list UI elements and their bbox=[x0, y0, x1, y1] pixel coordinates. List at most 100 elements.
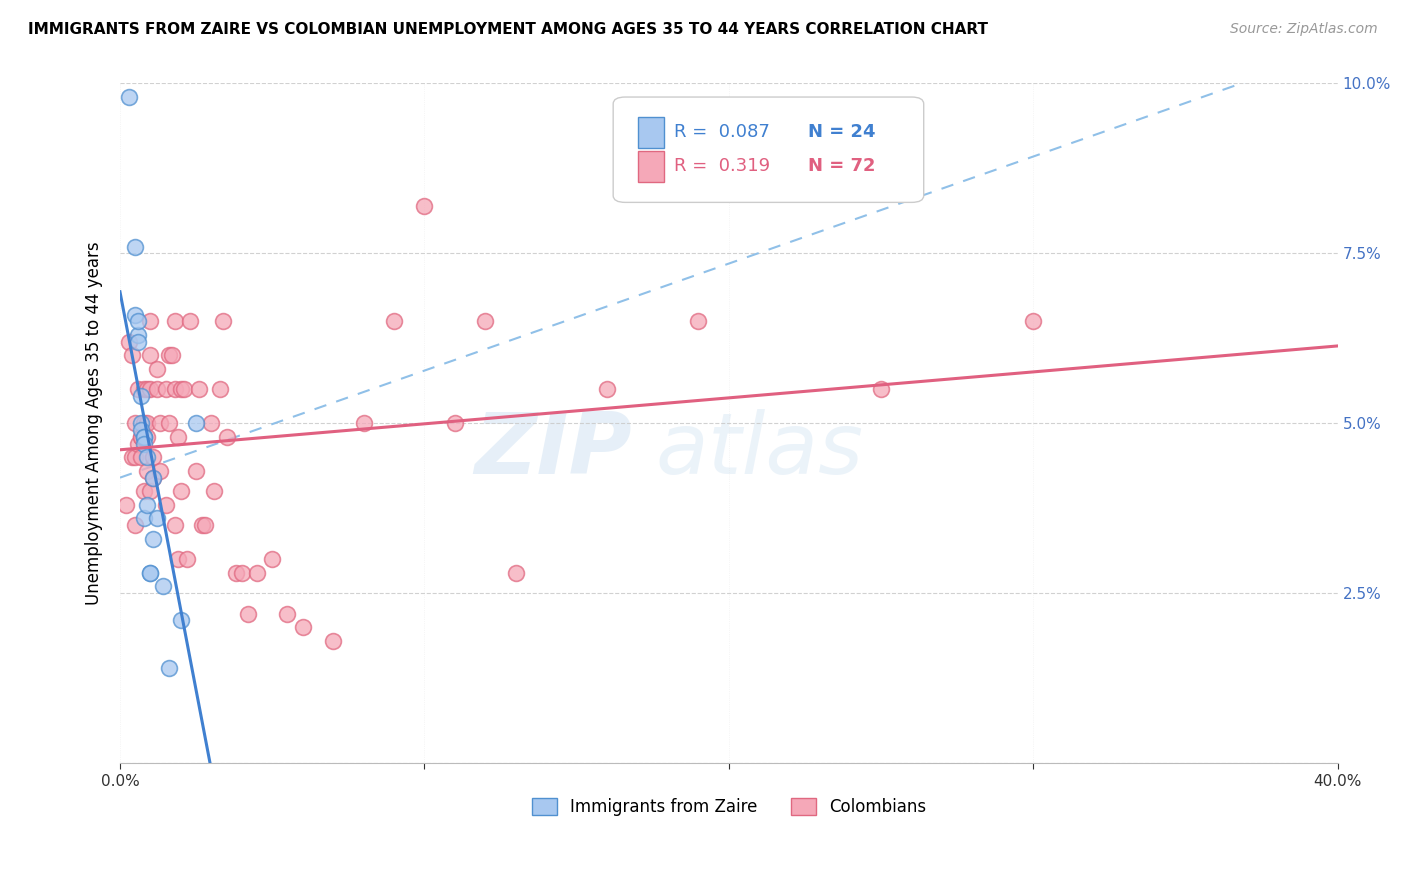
Point bbox=[136, 498, 159, 512]
Point bbox=[124, 518, 146, 533]
Point bbox=[139, 348, 162, 362]
Legend: Immigrants from Zaire, Colombians: Immigrants from Zaire, Colombians bbox=[524, 791, 932, 822]
Point bbox=[127, 382, 149, 396]
Point bbox=[170, 484, 193, 499]
Text: R =  0.319: R = 0.319 bbox=[673, 157, 770, 176]
Point bbox=[124, 417, 146, 431]
Point bbox=[145, 382, 167, 396]
Point bbox=[142, 532, 165, 546]
Point bbox=[127, 334, 149, 349]
Point bbox=[1022, 314, 1045, 328]
Point bbox=[155, 382, 177, 396]
Point bbox=[142, 470, 165, 484]
Point bbox=[212, 314, 235, 328]
Point bbox=[127, 327, 149, 342]
Text: ZIP: ZIP bbox=[474, 409, 631, 492]
Point bbox=[505, 566, 527, 580]
Point bbox=[322, 633, 344, 648]
Point bbox=[166, 552, 188, 566]
Point bbox=[231, 566, 253, 580]
Text: R =  0.087: R = 0.087 bbox=[673, 123, 770, 141]
Point bbox=[136, 464, 159, 478]
Point bbox=[170, 382, 193, 396]
Bar bbox=[637, 118, 664, 148]
Text: Source: ZipAtlas.com: Source: ZipAtlas.com bbox=[1230, 22, 1378, 37]
Text: atlas: atlas bbox=[655, 409, 863, 492]
Point bbox=[136, 450, 159, 465]
Text: IMMIGRANTS FROM ZAIRE VS COLOMBIAN UNEMPLOYMENT AMONG AGES 35 TO 44 YEARS CORREL: IMMIGRANTS FROM ZAIRE VS COLOMBIAN UNEMP… bbox=[28, 22, 988, 37]
Point bbox=[139, 566, 162, 580]
Point bbox=[291, 620, 314, 634]
Point bbox=[163, 382, 186, 396]
Point bbox=[129, 389, 152, 403]
Point bbox=[209, 382, 232, 396]
Point bbox=[160, 348, 183, 362]
Point bbox=[276, 607, 298, 621]
Point bbox=[179, 314, 201, 328]
Point bbox=[191, 518, 214, 533]
Point bbox=[139, 314, 162, 328]
Point bbox=[225, 566, 247, 580]
Point bbox=[163, 518, 186, 533]
Point bbox=[170, 614, 193, 628]
Point bbox=[148, 417, 170, 431]
Point bbox=[148, 464, 170, 478]
Point bbox=[134, 484, 156, 499]
Point bbox=[155, 498, 177, 512]
Y-axis label: Unemployment Among Ages 35 to 44 years: Unemployment Among Ages 35 to 44 years bbox=[86, 242, 103, 605]
Point bbox=[236, 607, 259, 621]
Point bbox=[152, 579, 174, 593]
Point bbox=[157, 417, 180, 431]
Point bbox=[136, 382, 159, 396]
Point bbox=[134, 430, 156, 444]
Point bbox=[134, 430, 156, 444]
Point bbox=[129, 417, 152, 431]
Point bbox=[139, 382, 162, 396]
Point bbox=[129, 430, 152, 444]
Point bbox=[139, 566, 162, 580]
Point bbox=[246, 566, 269, 580]
Point bbox=[142, 450, 165, 465]
Point bbox=[134, 430, 156, 444]
Point bbox=[142, 470, 165, 484]
Point bbox=[134, 511, 156, 525]
Point bbox=[444, 417, 467, 431]
Point bbox=[157, 348, 180, 362]
Point bbox=[136, 417, 159, 431]
Point bbox=[353, 417, 375, 431]
Point bbox=[139, 484, 162, 499]
Point bbox=[124, 239, 146, 253]
Text: N = 72: N = 72 bbox=[808, 157, 876, 176]
Point bbox=[124, 308, 146, 322]
Point bbox=[184, 417, 207, 431]
Point bbox=[129, 423, 152, 437]
Text: N = 24: N = 24 bbox=[808, 123, 876, 141]
Point bbox=[118, 334, 141, 349]
Point bbox=[118, 90, 141, 104]
Point bbox=[134, 417, 156, 431]
Point bbox=[145, 362, 167, 376]
Point bbox=[145, 511, 167, 525]
Point bbox=[136, 430, 159, 444]
Point bbox=[596, 382, 619, 396]
Point bbox=[382, 314, 405, 328]
Point bbox=[121, 348, 143, 362]
Point bbox=[870, 382, 893, 396]
Point bbox=[121, 450, 143, 465]
Point bbox=[176, 552, 198, 566]
Point bbox=[194, 518, 217, 533]
Point bbox=[124, 450, 146, 465]
Point bbox=[163, 314, 186, 328]
Point bbox=[166, 430, 188, 444]
Point bbox=[474, 314, 496, 328]
Point bbox=[129, 430, 152, 444]
Point bbox=[134, 382, 156, 396]
Point bbox=[413, 199, 436, 213]
FancyBboxPatch shape bbox=[613, 97, 924, 202]
Point bbox=[215, 430, 238, 444]
Point bbox=[202, 484, 225, 499]
Point bbox=[157, 661, 180, 675]
Point bbox=[173, 382, 195, 396]
Point bbox=[688, 314, 710, 328]
Point bbox=[200, 417, 222, 431]
